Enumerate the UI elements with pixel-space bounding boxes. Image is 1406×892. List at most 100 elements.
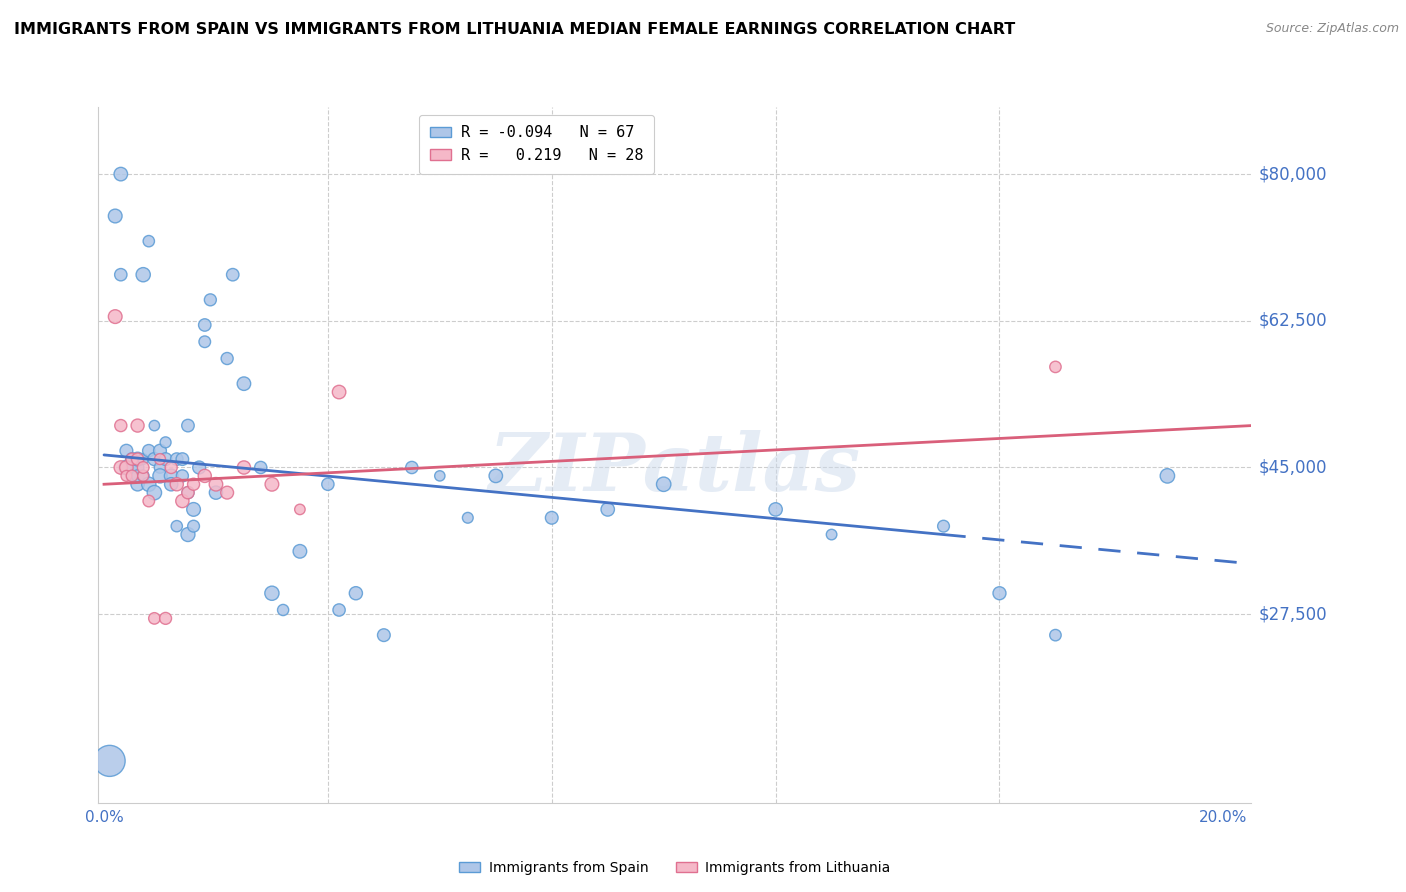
Point bbox=[160, 460, 183, 475]
Point bbox=[121, 452, 143, 467]
Point bbox=[149, 452, 172, 467]
Point bbox=[149, 468, 172, 483]
Point bbox=[200, 293, 222, 307]
Point bbox=[110, 268, 132, 282]
Point bbox=[183, 477, 205, 491]
Point bbox=[328, 603, 350, 617]
Point bbox=[110, 418, 132, 433]
Point bbox=[194, 318, 217, 332]
Point bbox=[138, 234, 160, 248]
Point bbox=[132, 460, 155, 475]
Point bbox=[166, 519, 188, 533]
Point bbox=[172, 494, 194, 508]
Point bbox=[149, 460, 172, 475]
Point bbox=[540, 510, 562, 524]
Point bbox=[132, 468, 155, 483]
Point bbox=[344, 586, 367, 600]
Point bbox=[177, 485, 200, 500]
Point bbox=[138, 494, 160, 508]
Point bbox=[1045, 359, 1067, 374]
Text: $45,000: $45,000 bbox=[1258, 458, 1327, 476]
Point bbox=[138, 477, 160, 491]
Point bbox=[429, 468, 451, 483]
Point bbox=[194, 468, 217, 483]
Point bbox=[155, 611, 177, 625]
Point bbox=[183, 502, 205, 516]
Point bbox=[104, 310, 127, 324]
Point bbox=[115, 460, 138, 475]
Point bbox=[1156, 468, 1178, 483]
Point bbox=[260, 586, 283, 600]
Text: $80,000: $80,000 bbox=[1258, 165, 1327, 183]
Point bbox=[132, 268, 155, 282]
Text: Source: ZipAtlas.com: Source: ZipAtlas.com bbox=[1265, 22, 1399, 36]
Point bbox=[155, 452, 177, 467]
Point bbox=[149, 443, 172, 458]
Point bbox=[143, 418, 166, 433]
Point bbox=[988, 586, 1011, 600]
Point bbox=[121, 468, 143, 483]
Point bbox=[288, 544, 311, 558]
Point bbox=[205, 477, 228, 491]
Point bbox=[222, 268, 245, 282]
Point bbox=[127, 468, 149, 483]
Point bbox=[328, 385, 350, 400]
Point bbox=[143, 452, 166, 467]
Point bbox=[104, 209, 127, 223]
Point bbox=[160, 468, 183, 483]
Point bbox=[260, 477, 283, 491]
Point bbox=[121, 468, 143, 483]
Point bbox=[127, 452, 149, 467]
Point bbox=[166, 477, 188, 491]
Point bbox=[160, 477, 183, 491]
Point bbox=[132, 468, 155, 483]
Text: IMMIGRANTS FROM SPAIN VS IMMIGRANTS FROM LITHUANIA MEDIAN FEMALE EARNINGS CORREL: IMMIGRANTS FROM SPAIN VS IMMIGRANTS FROM… bbox=[14, 22, 1015, 37]
Point bbox=[177, 527, 200, 541]
Point bbox=[172, 452, 194, 467]
Point bbox=[316, 477, 339, 491]
Point bbox=[98, 754, 121, 768]
Point bbox=[132, 452, 155, 467]
Point bbox=[401, 460, 423, 475]
Point bbox=[1045, 628, 1067, 642]
Point bbox=[271, 603, 294, 617]
Point bbox=[205, 485, 228, 500]
Point bbox=[127, 418, 149, 433]
Point bbox=[110, 167, 132, 181]
Point bbox=[373, 628, 395, 642]
Point bbox=[115, 468, 138, 483]
Point bbox=[138, 443, 160, 458]
Point bbox=[115, 460, 138, 475]
Point bbox=[217, 485, 239, 500]
Point bbox=[166, 452, 188, 467]
Point bbox=[820, 527, 842, 541]
Point bbox=[155, 435, 177, 450]
Point bbox=[652, 477, 675, 491]
Point bbox=[177, 418, 200, 433]
Legend: R = -0.094   N = 67, R =   0.219   N = 28: R = -0.094 N = 67, R = 0.219 N = 28 bbox=[419, 115, 654, 174]
Point bbox=[765, 502, 787, 516]
Point bbox=[232, 376, 254, 391]
Point bbox=[143, 485, 166, 500]
Point bbox=[127, 452, 149, 467]
Point bbox=[485, 468, 508, 483]
Point bbox=[143, 611, 166, 625]
Point bbox=[188, 460, 211, 475]
Point bbox=[110, 460, 132, 475]
Point bbox=[288, 502, 311, 516]
Point bbox=[232, 460, 254, 475]
Point bbox=[121, 452, 143, 467]
Point bbox=[127, 460, 149, 475]
Text: $27,500: $27,500 bbox=[1258, 605, 1327, 624]
Text: $62,500: $62,500 bbox=[1258, 312, 1327, 330]
Point bbox=[249, 460, 271, 475]
Point bbox=[127, 477, 149, 491]
Point bbox=[457, 510, 479, 524]
Point bbox=[194, 334, 217, 349]
Point bbox=[217, 351, 239, 366]
Point bbox=[172, 468, 194, 483]
Point bbox=[932, 519, 955, 533]
Point bbox=[177, 485, 200, 500]
Text: ZIPatlas: ZIPatlas bbox=[489, 430, 860, 508]
Point bbox=[596, 502, 619, 516]
